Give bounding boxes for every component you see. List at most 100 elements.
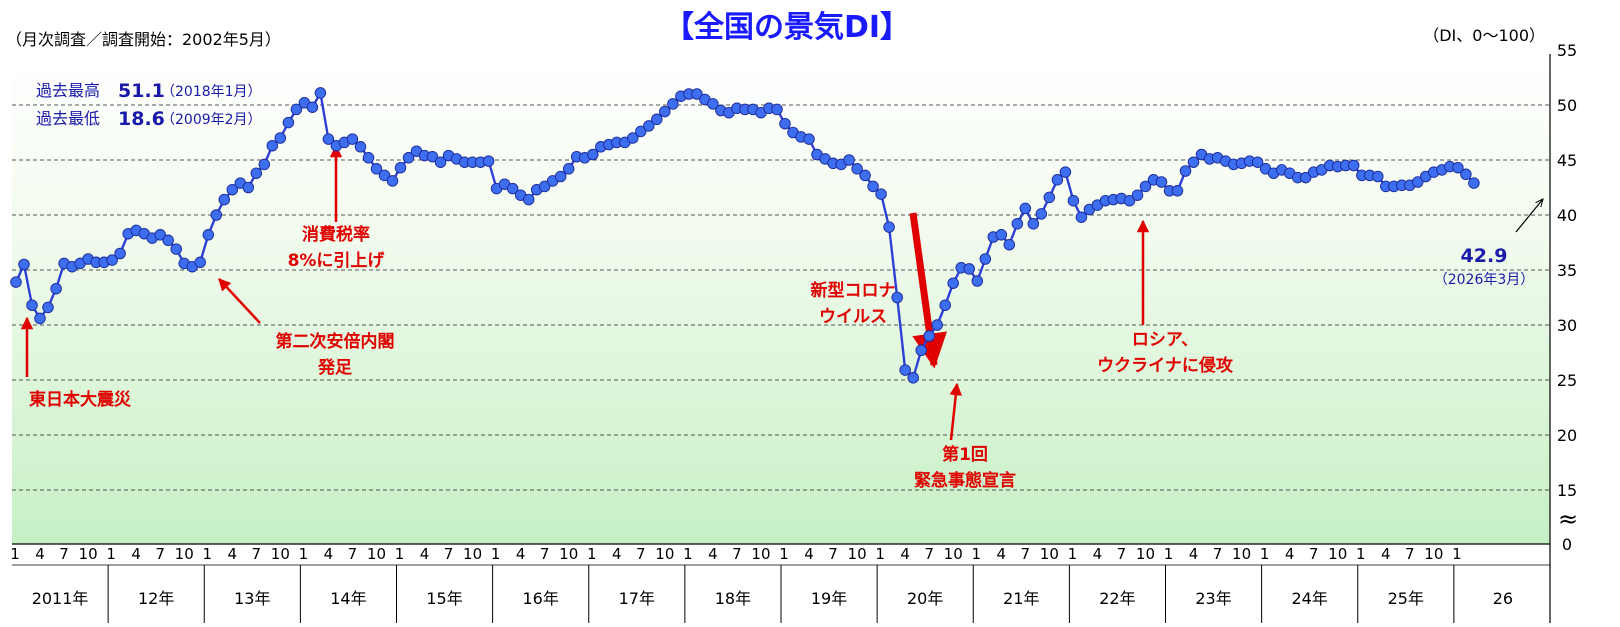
month-tick-label: 4 xyxy=(612,545,622,563)
data-point xyxy=(1027,218,1040,230)
month-tick-label: 1 xyxy=(1260,545,1270,563)
annotation-abe-line1: 第二次安倍内閣 xyxy=(276,331,395,352)
data-point xyxy=(1171,185,1184,197)
month-tick-label: 7 xyxy=(732,545,742,563)
data-point xyxy=(1179,165,1192,177)
record-high-value: 51.1 xyxy=(118,80,165,102)
month-tick-label: 7 xyxy=(1405,545,1415,563)
annotation-covid-line1: 新型コロナ xyxy=(811,280,896,301)
data-point xyxy=(1187,156,1200,168)
data-point xyxy=(803,133,815,145)
year-label: 22年 xyxy=(1099,589,1135,608)
data-point xyxy=(771,103,783,116)
data-point xyxy=(1155,176,1168,188)
annotation-abe-line2: 発足 xyxy=(317,357,352,378)
month-tick-label: 4 xyxy=(228,545,238,563)
month-tick-label: 1 xyxy=(202,545,212,563)
month-tick-label: 1 xyxy=(875,545,885,563)
data-point xyxy=(506,182,519,195)
data-point xyxy=(1139,180,1152,193)
data-point xyxy=(667,98,679,110)
data-point xyxy=(354,141,367,153)
y-tick-label: 25 xyxy=(1557,371,1577,390)
month-tick-label: 7 xyxy=(540,545,550,563)
month-tick-label: 4 xyxy=(804,545,814,563)
data-point xyxy=(923,330,935,342)
data-point xyxy=(1299,171,1312,184)
chart-title: 【全国の景気DI】 xyxy=(664,10,910,45)
year-label: 23年 xyxy=(1195,589,1231,608)
data-point xyxy=(202,229,215,241)
data-point xyxy=(883,221,895,233)
record-low-value: 18.6 xyxy=(118,108,165,130)
month-tick-label: 4 xyxy=(516,545,526,563)
data-point xyxy=(394,161,407,174)
data-point xyxy=(707,98,719,110)
year-label: 15年 xyxy=(426,589,462,608)
data-point xyxy=(306,101,319,113)
grid xyxy=(12,104,1550,491)
data-point xyxy=(1011,218,1024,230)
year-label: 14年 xyxy=(330,589,366,608)
data-point xyxy=(1019,202,1032,215)
month-tick-label: 4 xyxy=(1285,545,1295,563)
year-label: 21年 xyxy=(1003,589,1039,608)
month-tick-label: 7 xyxy=(348,545,358,563)
data-point xyxy=(26,299,38,311)
data-point xyxy=(266,139,279,152)
data-point xyxy=(907,372,919,384)
data-point xyxy=(434,156,447,168)
y-axis: 0 15 20 25 30 35 40 45 50 55 xyxy=(1557,41,1577,554)
data-point xyxy=(859,169,871,182)
data-point xyxy=(643,120,655,132)
month-tick-label: 10 xyxy=(1136,545,1155,563)
month-tick-label: 10 xyxy=(751,545,770,563)
abe-arrow xyxy=(218,278,261,324)
y-tick-label: 35 xyxy=(1557,261,1577,280)
month-tick-label: 4 xyxy=(900,545,910,563)
survey-note: （月次調査／調査開始：2002年5月） xyxy=(6,30,281,49)
record-high-date: （2018年1月） xyxy=(161,84,262,100)
data-point xyxy=(1035,208,1048,220)
month-tick-label: 7 xyxy=(444,545,454,563)
data-point xyxy=(386,175,399,187)
data-point xyxy=(538,180,551,193)
data-point xyxy=(522,193,535,206)
month-tick-label: 1 xyxy=(1068,545,1078,563)
record-high: 過去最高 51.1 （2018年1月） xyxy=(36,80,262,102)
annotation-tax-line2: 8%に引上げ xyxy=(288,251,386,271)
data-point xyxy=(210,209,223,221)
data-point xyxy=(963,263,975,275)
axis-break-mark: ≈ xyxy=(1558,505,1578,533)
latest-date: （2026年3月） xyxy=(1434,272,1535,288)
data-point xyxy=(562,163,575,175)
record-high-label: 過去最高 xyxy=(36,81,100,100)
month-tick-label: 7 xyxy=(1021,545,1031,563)
month-tick-label: 4 xyxy=(131,545,141,563)
year-label: 2011年 xyxy=(32,589,89,608)
data-point xyxy=(995,229,1008,241)
data-point xyxy=(651,113,663,126)
data-point xyxy=(362,152,375,164)
annotation-tax-line1: 消費税率 xyxy=(302,224,370,245)
data-point xyxy=(875,188,887,200)
month-tick-label: 7 xyxy=(924,545,934,563)
data-point xyxy=(1131,189,1144,201)
data-point xyxy=(1251,156,1264,168)
data-point xyxy=(947,277,959,289)
data-point xyxy=(851,163,863,175)
data-point xyxy=(10,276,22,288)
year-label: 19年 xyxy=(811,589,847,608)
year-label: 26 xyxy=(1493,589,1513,608)
data-point xyxy=(867,180,879,193)
annotation-emergency-line2: 緊急事態宣言 xyxy=(914,470,1016,491)
month-tick-label: 4 xyxy=(708,545,718,563)
month-tick-label: 1 xyxy=(683,545,693,563)
y-tick-label: 55 xyxy=(1557,41,1577,60)
data-point xyxy=(378,169,391,182)
data-point xyxy=(258,158,271,171)
latest-value: 42.9 xyxy=(1461,245,1508,267)
data-point xyxy=(587,148,599,161)
month-tick-label: 4 xyxy=(1381,545,1391,563)
